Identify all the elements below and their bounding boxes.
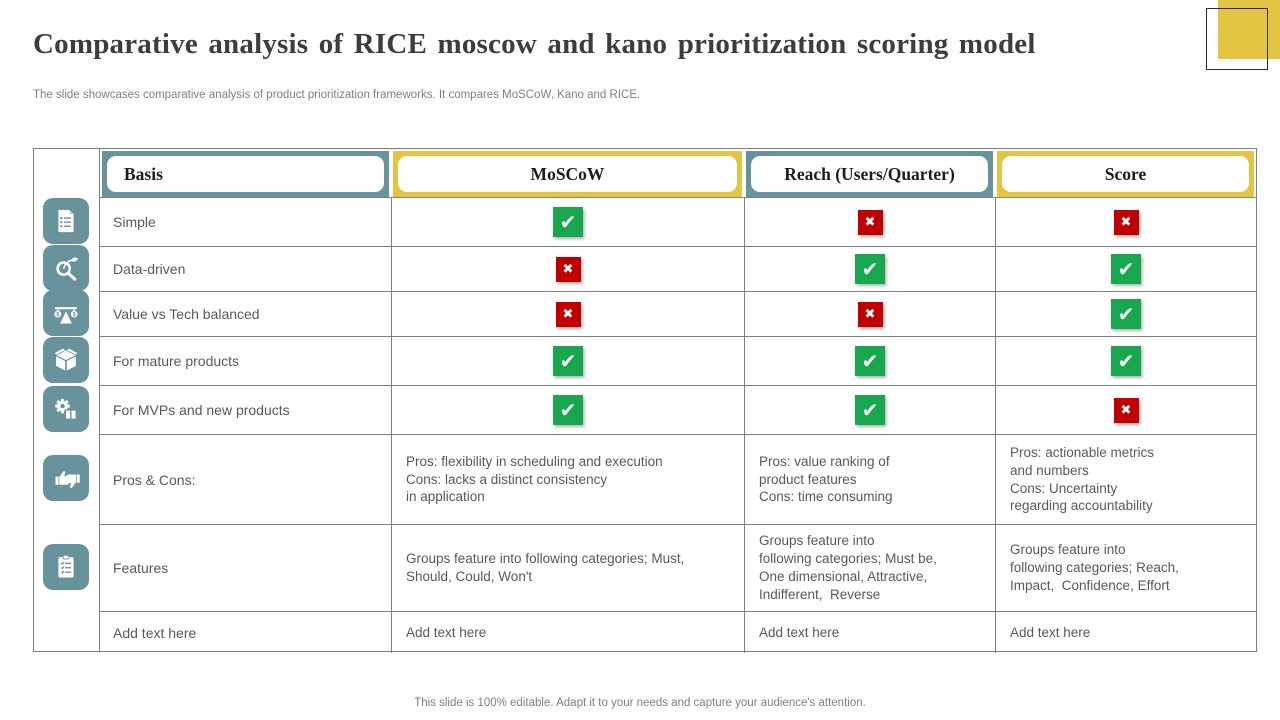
column-header-label: Basis (107, 156, 384, 192)
table-row: Data-driven ✖ ✔ ✔ (100, 246, 1256, 291)
add-text-placeholder[interactable]: Add text here (1010, 624, 1091, 640)
svg-text:$: $ (73, 312, 77, 318)
column-header-moscow: MoSCoW (393, 151, 742, 197)
table-cell: ✔ (995, 337, 1256, 385)
add-text-placeholder[interactable]: Add text here (113, 624, 197, 641)
row-label: Data-driven (113, 261, 186, 277)
column-header-label: Reach (Users/Quarter) (751, 156, 988, 192)
column-header-score: Score (997, 151, 1254, 197)
table-cell: ✖ (744, 198, 995, 246)
check-icon: ✔ (855, 346, 885, 376)
add-text-placeholder[interactable]: Add text here (759, 624, 840, 640)
table-cell-text: Groups feature into following categories… (759, 533, 937, 602)
table-cell: ✔ (744, 247, 995, 291)
corner-outline-square (1206, 8, 1268, 70)
table-cell-text: Groups feature into following categories… (406, 551, 685, 584)
row-label: For mature products (113, 353, 240, 369)
add-text-placeholder[interactable]: Add text here (406, 624, 487, 640)
check-icon: ✔ (553, 207, 583, 237)
table-cell: ✖ (995, 386, 1256, 434)
row-label: For MVPs and new products (113, 402, 290, 418)
cross-icon: ✖ (1113, 397, 1139, 423)
column-header-basis: Basis (102, 151, 389, 197)
check-icon: ✔ (855, 395, 885, 425)
row-label: Pros & Cons: (113, 471, 196, 488)
clipboard-checklist-icon (43, 544, 89, 590)
corner-yellow-square (1218, 0, 1280, 59)
comparison-table: $ $ (33, 148, 1257, 653)
table-cell-text: Pros: value ranking of product features … (759, 453, 893, 505)
table-cell: ✖ (995, 198, 1256, 246)
table-cell-text: Groups feature into following categories… (1010, 542, 1179, 593)
icon-column: $ $ (34, 149, 100, 651)
cross-icon: ✖ (857, 301, 883, 327)
check-icon: ✔ (1111, 346, 1141, 376)
table-cell: ✖ (744, 292, 995, 336)
table-row: Pros & Cons: Pros: flexibility in schedu… (100, 434, 1256, 524)
table-header-row: Basis MoSCoW Reach (Users/Quarter) Score (100, 149, 1256, 197)
check-icon: ✔ (855, 254, 885, 284)
table-row: For MVPs and new products ✔ ✔ ✖ (100, 385, 1256, 434)
check-icon: ✔ (1111, 254, 1141, 284)
table-row: Add text here Add text here Add text her… (100, 611, 1256, 653)
search-growth-icon (43, 245, 89, 291)
table-row: For mature products ✔ ✔ ✔ (100, 336, 1256, 385)
table-cell: ✔ (391, 386, 744, 434)
table-row: Value vs Tech balanced ✖ ✖ ✔ (100, 291, 1256, 336)
table-cell: ✔ (391, 198, 744, 246)
package-box-icon (43, 337, 89, 383)
table-cell-text: Pros: flexibility in scheduling and exec… (406, 453, 663, 505)
table-cell: ✖ (391, 292, 744, 336)
row-label: Value vs Tech balanced (113, 306, 260, 322)
page-title: Comparative analysis of RICE moscow and … (33, 28, 1036, 60)
cross-icon: ✖ (1113, 209, 1139, 235)
slide-subtitle: The slide showcases comparative analysis… (33, 89, 641, 101)
table-grid: Basis MoSCoW Reach (Users/Quarter) Score… (100, 149, 1256, 653)
table-cell: ✔ (744, 386, 995, 434)
table-cell: ✔ (744, 337, 995, 385)
row-label: Simple (113, 214, 156, 230)
table-row: Features Groups feature into following c… (100, 524, 1256, 611)
table-cell-text: Pros: actionable metrics and numbers Con… (1010, 444, 1155, 514)
balance-scale-icon: $ $ (43, 290, 89, 336)
row-label: Features (113, 560, 169, 576)
table-cell: ✔ (995, 247, 1256, 291)
check-icon: ✔ (553, 395, 583, 425)
table-cell: ✖ (391, 247, 744, 291)
thumbs-up-down-icon (43, 455, 89, 501)
check-icon: ✔ (553, 346, 583, 376)
table-cell: ✔ (391, 337, 744, 385)
check-icon: ✔ (1111, 299, 1141, 329)
table-row: Simple ✔ ✖ ✖ (100, 197, 1256, 246)
table-cell: ✔ (995, 292, 1256, 336)
gear-product-icon (43, 386, 89, 432)
svg-text:$: $ (56, 312, 60, 318)
column-header-reach: Reach (Users/Quarter) (746, 151, 993, 197)
cross-icon: ✖ (857, 209, 883, 235)
checklist-document-icon (43, 198, 89, 244)
column-header-label: Score (1002, 156, 1249, 192)
column-header-label: MoSCoW (398, 156, 737, 192)
footer-note: This slide is 100% editable. Adapt it to… (414, 697, 866, 709)
cross-icon: ✖ (555, 301, 581, 327)
cross-icon: ✖ (555, 256, 581, 282)
